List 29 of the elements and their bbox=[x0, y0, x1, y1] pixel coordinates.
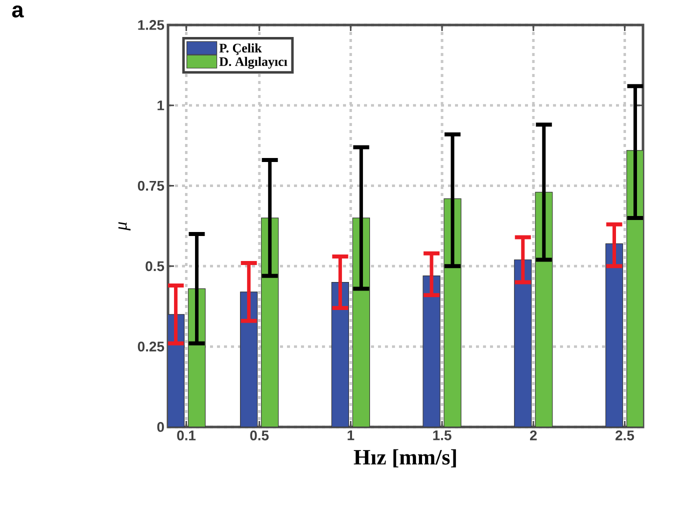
x-tick-label: 0.1 bbox=[177, 430, 196, 440]
bar bbox=[352, 218, 370, 427]
y-tick-label: 1.25 bbox=[138, 20, 164, 30]
x-tick-label: 2.5 bbox=[616, 430, 634, 440]
x-tick-label: 2 bbox=[530, 430, 537, 440]
x-tick-label: 0.5 bbox=[250, 430, 269, 440]
bar bbox=[261, 218, 279, 427]
bar bbox=[331, 282, 349, 427]
bar bbox=[168, 314, 185, 427]
x-tick-label: 1.5 bbox=[433, 430, 452, 440]
bar bbox=[444, 198, 462, 427]
bar bbox=[535, 192, 553, 427]
bar bbox=[605, 243, 624, 427]
legend-label: P. Çelik bbox=[219, 43, 262, 56]
x-tick-label: 1 bbox=[348, 430, 354, 440]
x-axis-title: Hız [mm/s] bbox=[354, 449, 456, 468]
bar bbox=[626, 150, 644, 427]
y-tick-label: 0 bbox=[157, 422, 164, 432]
legend-label: D. Algılayıcı bbox=[219, 56, 288, 69]
bar bbox=[188, 288, 206, 427]
bar bbox=[422, 276, 440, 427]
y-tick-label: 0.5 bbox=[146, 261, 164, 272]
y-tick-label: 1 bbox=[158, 100, 164, 110]
y-tick-label: 0.25 bbox=[138, 342, 164, 352]
y-tick-label: 0.75 bbox=[138, 180, 164, 191]
bar bbox=[514, 259, 532, 427]
y-axis-title: μ bbox=[118, 222, 131, 230]
bar bbox=[240, 292, 258, 427]
text: a bbox=[12, 6, 24, 18]
